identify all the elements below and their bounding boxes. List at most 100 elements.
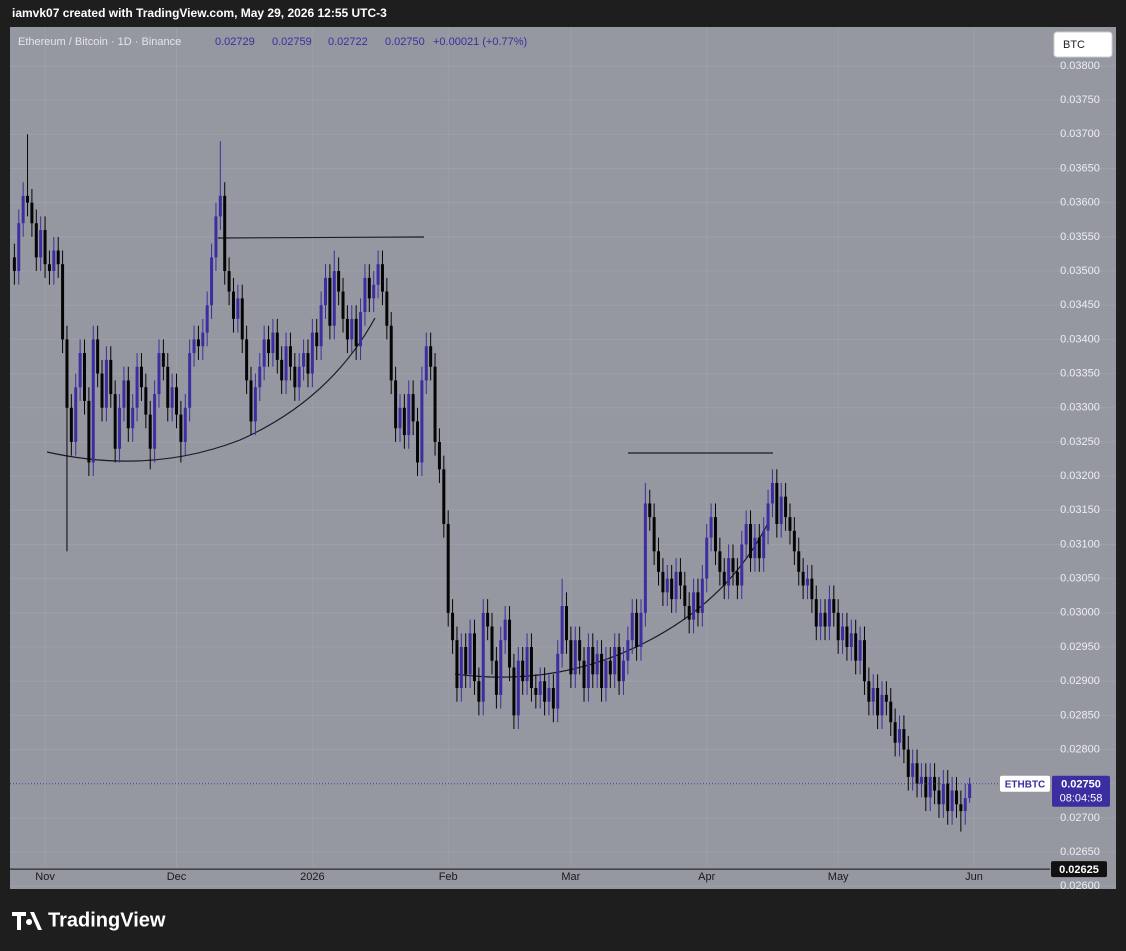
candle-body	[56, 250, 60, 265]
candle-body	[797, 551, 801, 572]
candle-body	[166, 366, 170, 408]
candle-body	[481, 612, 485, 702]
candle-body	[442, 469, 446, 524]
candle-body	[328, 277, 332, 326]
candle-body	[477, 681, 481, 702]
candle-body	[503, 619, 507, 641]
candle-body	[608, 660, 612, 675]
candle-body	[595, 653, 599, 675]
candle-body	[792, 530, 796, 552]
candle-body	[551, 688, 555, 709]
candle-body	[880, 694, 884, 716]
y-tick-label: 0.02600	[1060, 880, 1100, 892]
candle-body	[968, 783, 972, 799]
candle-body	[359, 312, 363, 347]
candle-body	[924, 776, 928, 798]
candle-body	[402, 407, 406, 436]
candle-body	[893, 722, 897, 743]
candle-body	[538, 681, 542, 695]
currency-button[interactable]	[1053, 31, 1113, 58]
candle-body	[915, 763, 919, 784]
symbol-label-bg	[1000, 775, 1050, 792]
candle-body	[674, 571, 678, 600]
candle-body	[306, 353, 310, 374]
candle-body	[937, 790, 941, 805]
candle-body	[455, 640, 459, 689]
candle-body	[398, 407, 402, 429]
candle-body	[727, 558, 731, 586]
candle-body	[665, 578, 669, 593]
symbol-title: Ethereum / Bitcoin · 1D · Binance	[18, 36, 181, 48]
candle-body	[639, 612, 643, 648]
logo: TradingView	[12, 909, 166, 931]
candle-body	[525, 647, 529, 682]
candle-body	[722, 571, 726, 586]
logo-text: TradingView	[48, 909, 166, 931]
candle-body	[17, 223, 21, 272]
candle-body	[420, 380, 424, 463]
candle-body	[363, 277, 367, 313]
y-tick-label: 0.02850	[1060, 709, 1100, 721]
candle-body	[494, 660, 498, 695]
candle-body	[337, 271, 341, 292]
x-tick-label: 2026	[300, 871, 324, 883]
candle-body	[218, 195, 222, 217]
legend-high: 0.02759	[272, 36, 312, 48]
candle-body	[240, 298, 244, 340]
candle-body	[297, 366, 301, 388]
candle-body	[635, 612, 639, 648]
currency-label[interactable]: BTC	[1063, 39, 1085, 51]
y-tick-label: 0.03150	[1060, 504, 1100, 516]
candle-body	[784, 496, 788, 518]
candle-body	[280, 359, 284, 381]
candle-body	[827, 599, 831, 627]
candle-body	[82, 353, 86, 401]
candles	[12, 134, 972, 832]
candle-body	[928, 776, 932, 798]
candle-body	[586, 647, 590, 689]
candle-body	[600, 653, 604, 689]
candle-body	[946, 783, 950, 812]
y-tick-label: 0.03350	[1060, 367, 1100, 379]
candle-body	[954, 790, 958, 805]
candle-body	[227, 271, 231, 292]
candle-body	[516, 660, 520, 716]
candle-body	[678, 571, 682, 586]
candle-body	[47, 264, 51, 272]
candle-body	[39, 230, 43, 258]
candle-body	[490, 626, 494, 661]
candle-body	[437, 441, 441, 470]
candle-body	[350, 318, 354, 340]
candle-body	[819, 612, 823, 627]
candle-body	[52, 250, 56, 272]
candle-body	[126, 380, 130, 429]
candle-body	[341, 291, 345, 319]
candle-body	[884, 694, 888, 702]
cup-curve	[454, 522, 769, 678]
y-tick-label: 0.02900	[1060, 675, 1100, 687]
candle-body	[345, 318, 349, 340]
candle-body	[424, 346, 428, 381]
candle-body	[564, 605, 568, 641]
candle-body	[963, 798, 967, 812]
candle-body	[911, 763, 915, 777]
candle-body	[196, 339, 200, 347]
candle-body	[753, 537, 757, 559]
candle-body	[543, 681, 547, 702]
candle-body	[941, 783, 945, 805]
candle-body	[65, 339, 69, 408]
candle-body	[157, 353, 161, 395]
candle-body	[446, 523, 450, 613]
candle-body	[416, 421, 420, 463]
candle-body	[836, 612, 840, 641]
candle-body	[389, 325, 393, 381]
candle-body	[810, 578, 814, 600]
candle-body	[319, 305, 323, 347]
candle-body	[310, 332, 314, 374]
candle-body	[323, 277, 327, 306]
candle-body	[74, 387, 78, 442]
candle-body	[788, 517, 792, 531]
candle-body	[122, 380, 126, 408]
x-tick-label: Apr	[698, 871, 715, 883]
candle-body	[692, 592, 696, 620]
